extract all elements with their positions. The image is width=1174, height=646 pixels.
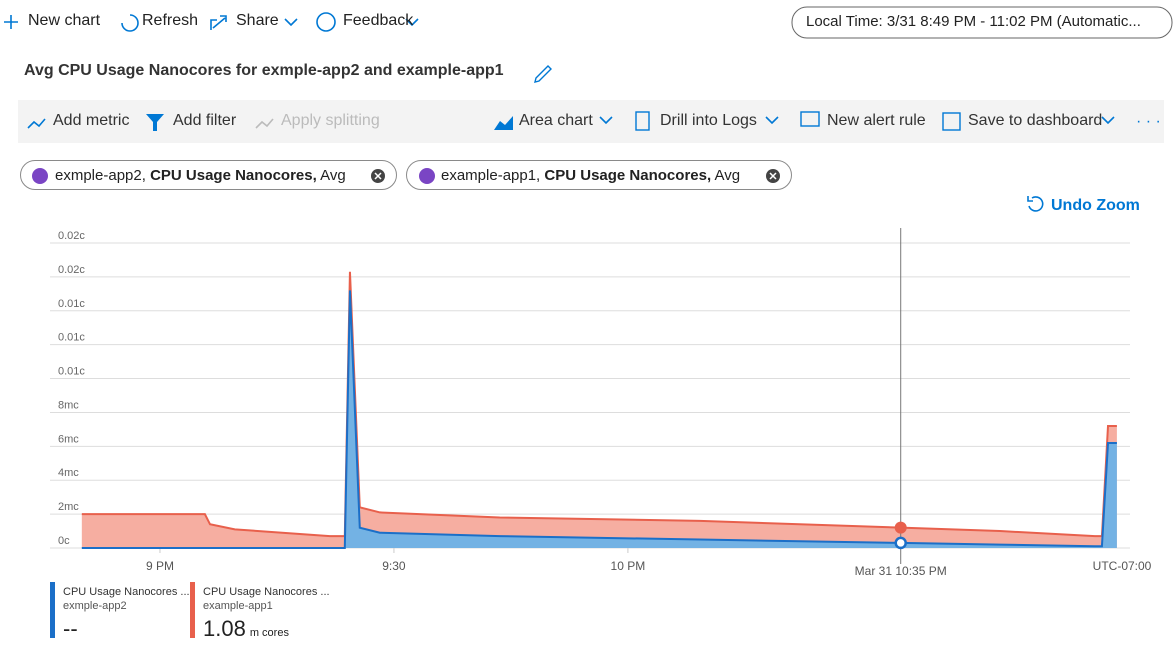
drill-logs[interactable]: Drill into Logs bbox=[660, 112, 757, 129]
add-metric[interactable]: Add metric bbox=[53, 112, 130, 129]
metric-toolbar-bg bbox=[18, 100, 1164, 143]
undo-zoom[interactable]: Undo Zoom bbox=[1051, 197, 1140, 214]
refresh[interactable]: Refresh bbox=[142, 12, 199, 29]
legend-resource: example-app1 bbox=[203, 600, 273, 612]
chevrons bbox=[599, 116, 1115, 125]
pill-agg: Avg bbox=[320, 167, 346, 184]
area bbox=[81, 290, 1117, 548]
new-chart[interactable]: New chart bbox=[28, 12, 101, 29]
line bbox=[81, 271, 1117, 538]
filter-icon bbox=[146, 114, 164, 131]
metric-pill[interactable]: example-app1, CPU Usage Nanocores, Avg bbox=[406, 160, 792, 190]
feedback[interactable]: Feedback bbox=[343, 12, 414, 29]
legend-unit: m cores bbox=[250, 627, 290, 639]
time-pill[interactable] bbox=[791, 6, 1173, 39]
legend-value: 1.08 bbox=[203, 616, 246, 641]
hover-point bbox=[894, 536, 907, 550]
apply-splitting: Apply splitting bbox=[281, 112, 380, 129]
y-tick-label: 0.01c bbox=[58, 366, 85, 378]
undo-icon bbox=[1027, 196, 1044, 212]
chart-title: Avg CPU Usage Nanocores for exmple-app2 … bbox=[24, 62, 504, 79]
save-dashboard[interactable]: Save to dashboard bbox=[968, 112, 1103, 129]
x-tick-label: 9:30 bbox=[382, 559, 406, 573]
timezone: UTC-07:00 bbox=[1093, 559, 1152, 573]
y-tick-label: 0.02c bbox=[58, 264, 85, 276]
alert-icon bbox=[800, 111, 820, 127]
feedback-icon bbox=[316, 12, 336, 32]
save-icon bbox=[942, 112, 961, 131]
area-chart[interactable]: Area chart bbox=[519, 112, 593, 129]
area bbox=[81, 271, 1117, 548]
legend-swatch bbox=[50, 582, 55, 638]
chevrons bbox=[284, 18, 419, 27]
add-metric-icon bbox=[27, 118, 46, 129]
y-tick-label: 0c bbox=[58, 535, 70, 547]
y-tick-label: 0.01c bbox=[58, 332, 85, 344]
legend-metric: CPU Usage Nanocores ... bbox=[203, 586, 330, 598]
pill-agg: Avg bbox=[714, 167, 741, 184]
y-tick-label: 6mc bbox=[58, 433, 79, 445]
share[interactable]: Share bbox=[236, 12, 279, 29]
pill-metric: CPU Usage Nanocores, bbox=[544, 167, 712, 184]
pill-resource: example-app1, bbox=[441, 167, 541, 184]
area-icon bbox=[494, 116, 513, 130]
hover-point bbox=[894, 521, 907, 534]
logs-icon bbox=[635, 111, 650, 131]
resource-icon bbox=[32, 168, 48, 184]
legend-metric: CPU Usage Nanocores ... bbox=[63, 586, 190, 598]
pill-metric: CPU Usage Nanocores, bbox=[150, 167, 317, 184]
line bbox=[81, 290, 1117, 549]
legend-value: -- bbox=[63, 616, 78, 641]
new-alert[interactable]: New alert rule bbox=[827, 112, 926, 129]
metric-pill[interactable]: exmple-app2, CPU Usage Nanocores, Avg bbox=[20, 160, 397, 190]
x-tick-label: 10 PM bbox=[611, 559, 646, 573]
time-range[interactable]: Local Time: 3/31 8:49 PM - 11:02 PM (Aut… bbox=[806, 13, 1141, 30]
y-tick-label: 2mc bbox=[58, 501, 79, 513]
add-filter[interactable]: Add filter bbox=[173, 112, 237, 129]
legend-swatch bbox=[190, 582, 195, 638]
share-icon bbox=[210, 15, 227, 30]
pill-resource: exmple-app2, bbox=[55, 167, 146, 184]
y-tick-label: 0.01c bbox=[58, 298, 85, 310]
plus-icon bbox=[4, 15, 18, 29]
y-tick-label: 0.02c bbox=[58, 230, 85, 242]
edit-icon[interactable] bbox=[534, 65, 552, 83]
crosshair-label: Mar 31 10:35 PM bbox=[855, 564, 947, 578]
y-tick-label: 8mc bbox=[58, 399, 79, 411]
x-tick-label: 9 PM bbox=[146, 559, 174, 573]
x-marks bbox=[374, 172, 777, 180]
y-tick-label: 4mc bbox=[58, 467, 79, 479]
more[interactable]: · · · bbox=[1136, 113, 1161, 130]
legend-resource: exmple-app2 bbox=[63, 600, 127, 612]
resource-icon bbox=[419, 168, 435, 184]
refresh-icon bbox=[121, 14, 139, 32]
split-icon bbox=[255, 118, 274, 129]
